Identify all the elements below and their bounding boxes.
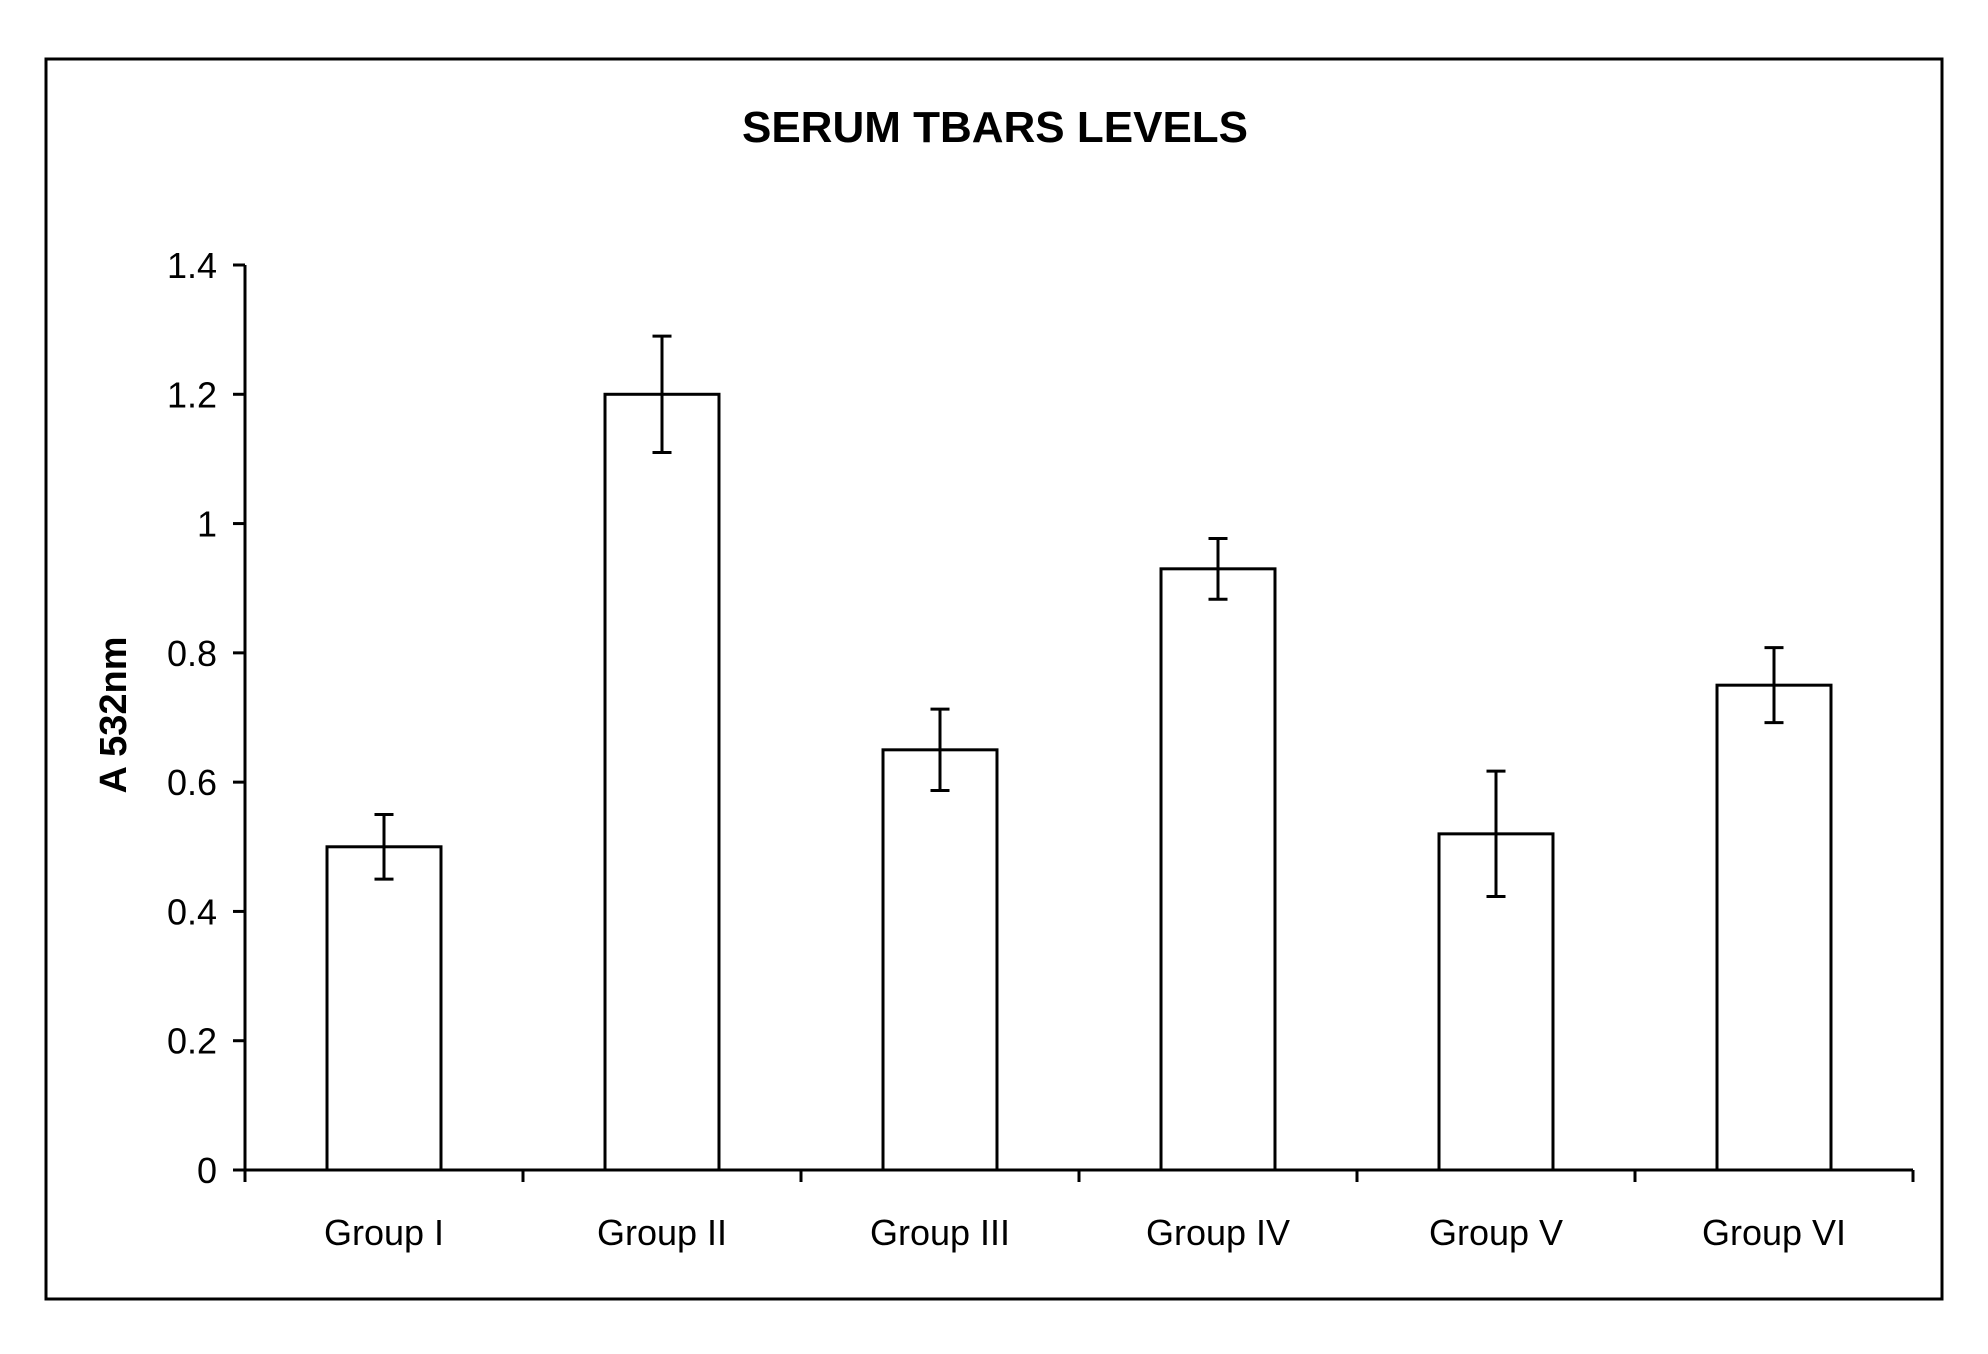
x-tick-label: Group VI — [1702, 1212, 1846, 1253]
x-tick-label: Group I — [324, 1212, 444, 1253]
y-axis-label: A 532nm — [93, 637, 135, 794]
bar — [1159, 567, 1277, 1172]
x-tick-label: Group III — [870, 1212, 1010, 1253]
y-tick-label: 0.4 — [167, 891, 217, 932]
bar — [881, 748, 999, 1172]
bar — [1715, 683, 1833, 1172]
x-tick-label: Group V — [1429, 1212, 1563, 1253]
y-tick-label: 1.4 — [167, 245, 217, 286]
y-tick-label: 1.2 — [167, 374, 217, 415]
y-tick-label: 0.2 — [167, 1021, 217, 1062]
y-tick-label: 0 — [197, 1150, 217, 1191]
y-tick-label: 0.8 — [167, 633, 217, 674]
bar — [603, 392, 721, 1172]
bar — [325, 845, 443, 1172]
plot-area: 0 0.2 0.4 0.6 0.8 1 1.2 1.4 Group I Group II Group… — [167, 245, 1915, 1253]
y-tick-label: 0.6 — [167, 762, 217, 803]
chart-title: SERUM TBARS LEVELS — [742, 103, 1248, 152]
x-tick-label: Group II — [597, 1212, 727, 1253]
x-tick-label: Group IV — [1146, 1212, 1290, 1253]
y-tick-label: 1 — [197, 504, 217, 545]
